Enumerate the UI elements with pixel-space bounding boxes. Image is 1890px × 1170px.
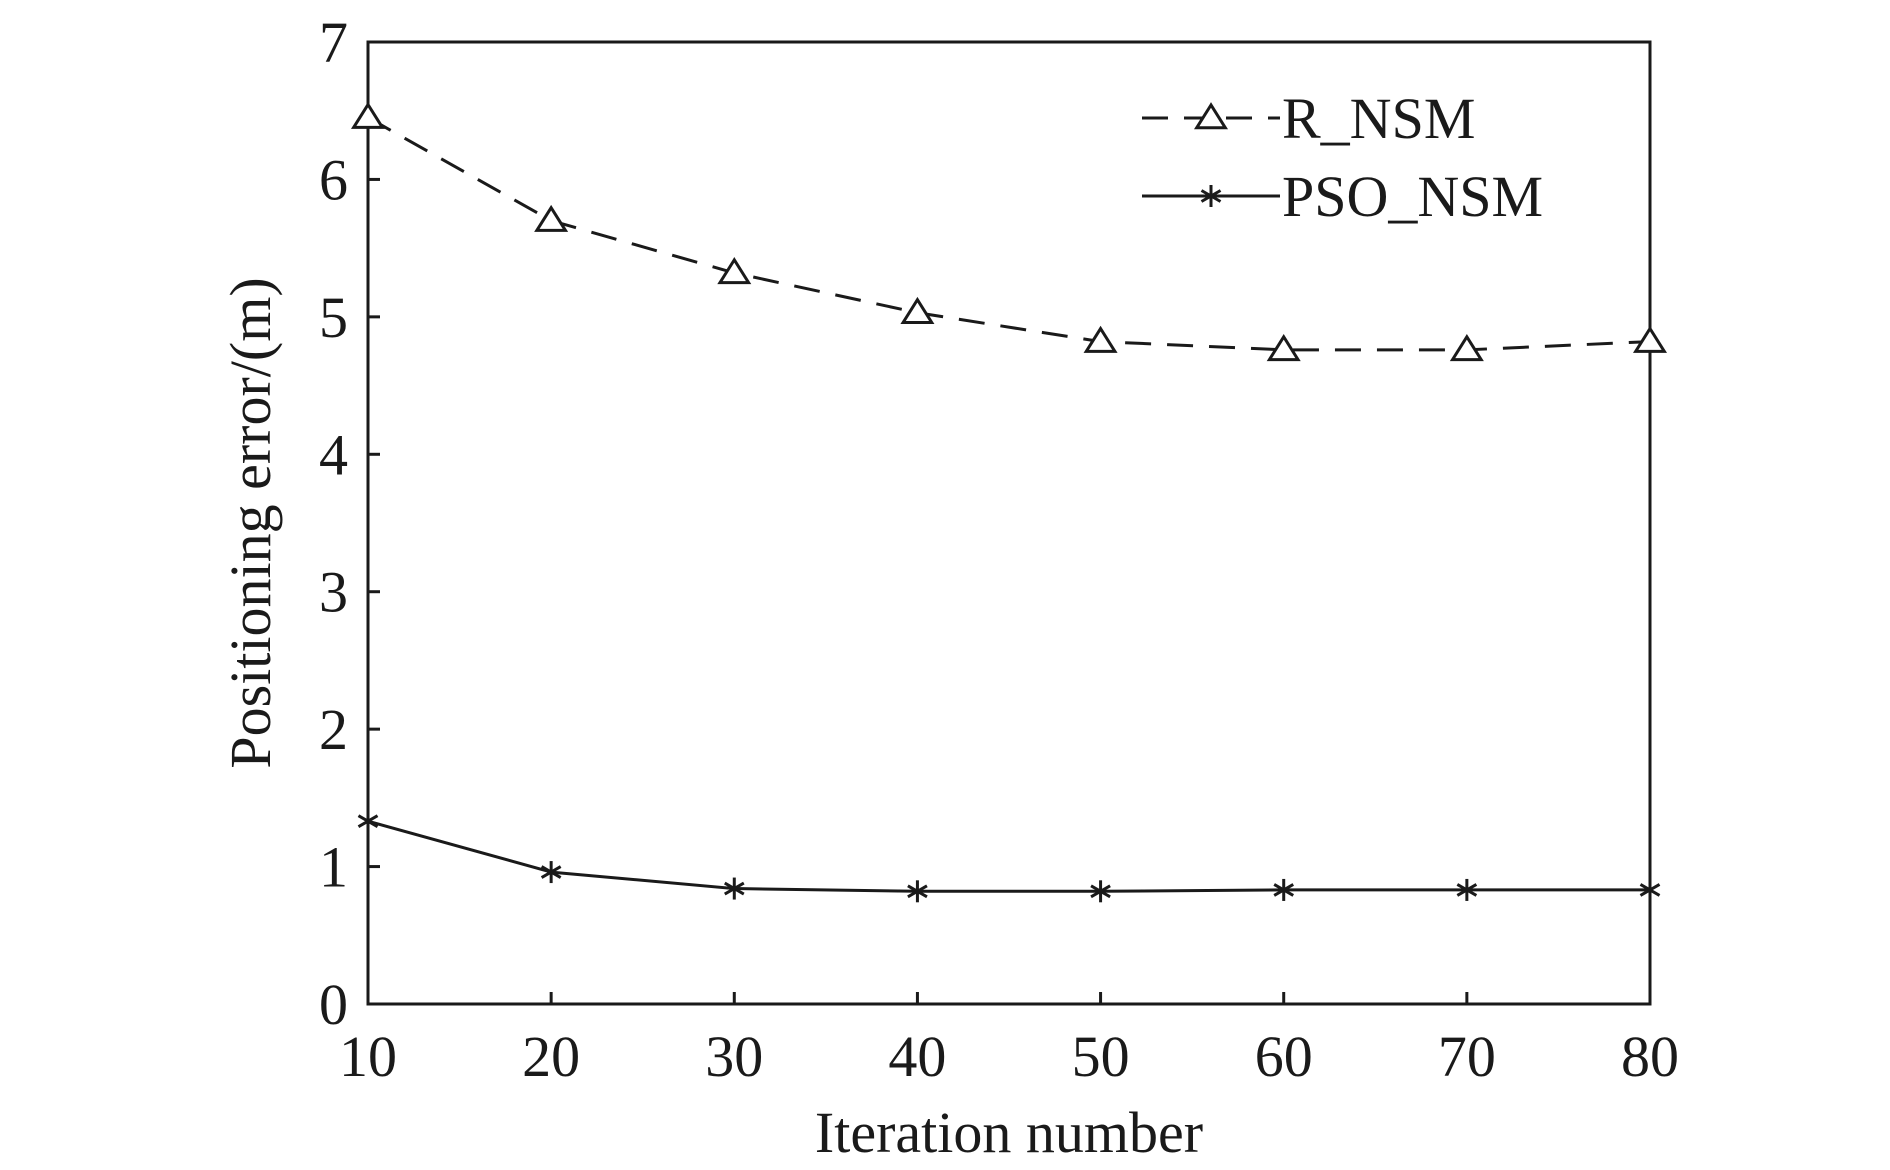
y-tick-label: 6: [319, 147, 348, 212]
data-point-marker: [1273, 878, 1294, 901]
data-point-marker: [534, 204, 569, 232]
y-tick-label: 5: [319, 285, 348, 350]
x-tick-label: 80: [1621, 1024, 1679, 1089]
plot-frame: [366, 40, 1652, 1006]
legend-entry: R_NSM: [1142, 86, 1475, 151]
data-point-marker: [907, 880, 928, 903]
y-tick-label: 2: [319, 697, 348, 762]
y-axis-title: Positioning error/(m): [218, 277, 283, 768]
x-tick-label: 50: [1072, 1024, 1130, 1089]
data-point-marker: [357, 810, 379, 833]
x-tick-label: 70: [1438, 1024, 1496, 1089]
series-r-nsm: [350, 101, 1668, 362]
y-tick-label: 3: [319, 560, 348, 625]
legend-label: R_NSM: [1282, 86, 1475, 151]
data-point-marker: [1639, 878, 1661, 901]
x-tick-label: 30: [705, 1024, 763, 1089]
data-point-marker: [724, 877, 745, 900]
x-tick-label: 10: [339, 1024, 397, 1089]
y-tick-label: 0: [319, 972, 348, 1037]
legend-label: PSO_NSM: [1282, 164, 1543, 229]
data-point-marker: [1090, 880, 1111, 903]
data-point-marker: [1632, 325, 1668, 353]
x-tick-label: 40: [888, 1024, 946, 1089]
x-tick-label: 20: [522, 1024, 580, 1089]
data-point-marker: [900, 296, 935, 324]
series-layer: [350, 101, 1668, 903]
y-tick-label: 4: [319, 422, 348, 487]
x-axis-title: Iteration number: [815, 1100, 1203, 1165]
data-point-marker: [717, 257, 752, 285]
series-line: [367, 819, 1650, 893]
data-point-marker: [1193, 102, 1229, 130]
x-tick-label: 60: [1255, 1024, 1313, 1089]
data-point-marker: [1449, 334, 1484, 362]
y-tick-label: 7: [319, 10, 348, 75]
data-point-marker: [1200, 185, 1222, 207]
data-point-marker: [540, 861, 562, 884]
legend-entry: PSO_NSM: [1142, 164, 1543, 229]
series-pso-nsm: [357, 810, 1661, 903]
data-point-marker: [1266, 334, 1301, 362]
y-tick-label: 1: [319, 835, 348, 900]
data-point-marker: [350, 101, 386, 129]
legend: R_NSM PSO_NSM: [1142, 86, 1543, 229]
x-axis-ticks: 10 20 30 40 50 60 70 80: [339, 992, 1679, 1089]
data-point-marker: [1083, 325, 1118, 353]
y-axis-ticks: 0 1 2 3 4 5 6 7: [319, 10, 380, 1037]
series-line: [367, 116, 1651, 352]
data-point-marker: [1456, 878, 1478, 901]
